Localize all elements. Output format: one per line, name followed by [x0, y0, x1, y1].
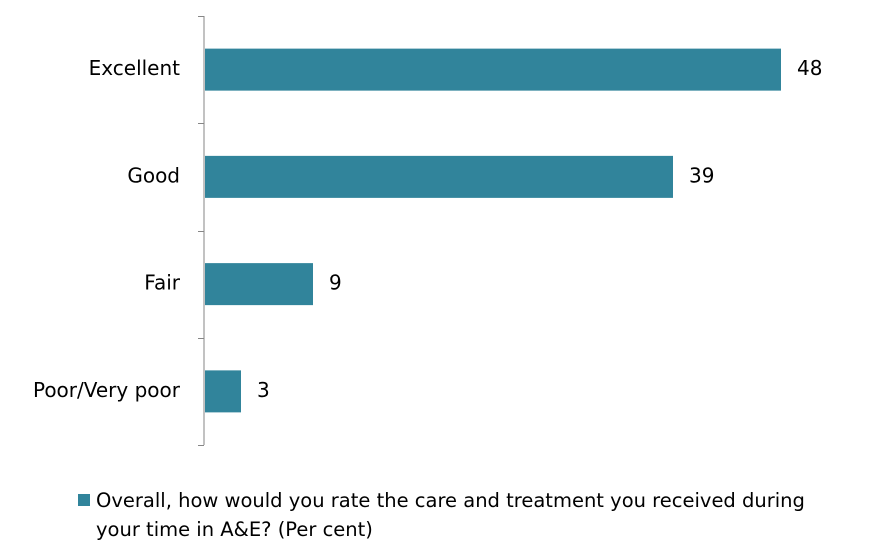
- data-label: 3: [257, 378, 270, 402]
- bar-good: [205, 155, 673, 198]
- legend: Overall, how would you rate the care and…: [78, 486, 878, 544]
- legend-text-line-1: Overall, how would you rate the care and…: [96, 489, 805, 512]
- legend-swatch: [78, 494, 90, 506]
- data-label: 39: [689, 163, 714, 187]
- category-label: Excellent: [89, 56, 181, 80]
- bar-poor-very-poor: [205, 370, 241, 413]
- data-label: 9: [329, 271, 342, 295]
- category-label: Fair: [144, 271, 180, 295]
- legend-text-line-2: your time in A&E? (Per cent): [96, 518, 373, 541]
- category-label: Good: [127, 163, 180, 187]
- data-label: 48: [797, 56, 822, 80]
- bar-excellent: [205, 48, 781, 91]
- category-label: Poor/Very poor: [33, 378, 181, 402]
- bar-fair: [205, 263, 313, 306]
